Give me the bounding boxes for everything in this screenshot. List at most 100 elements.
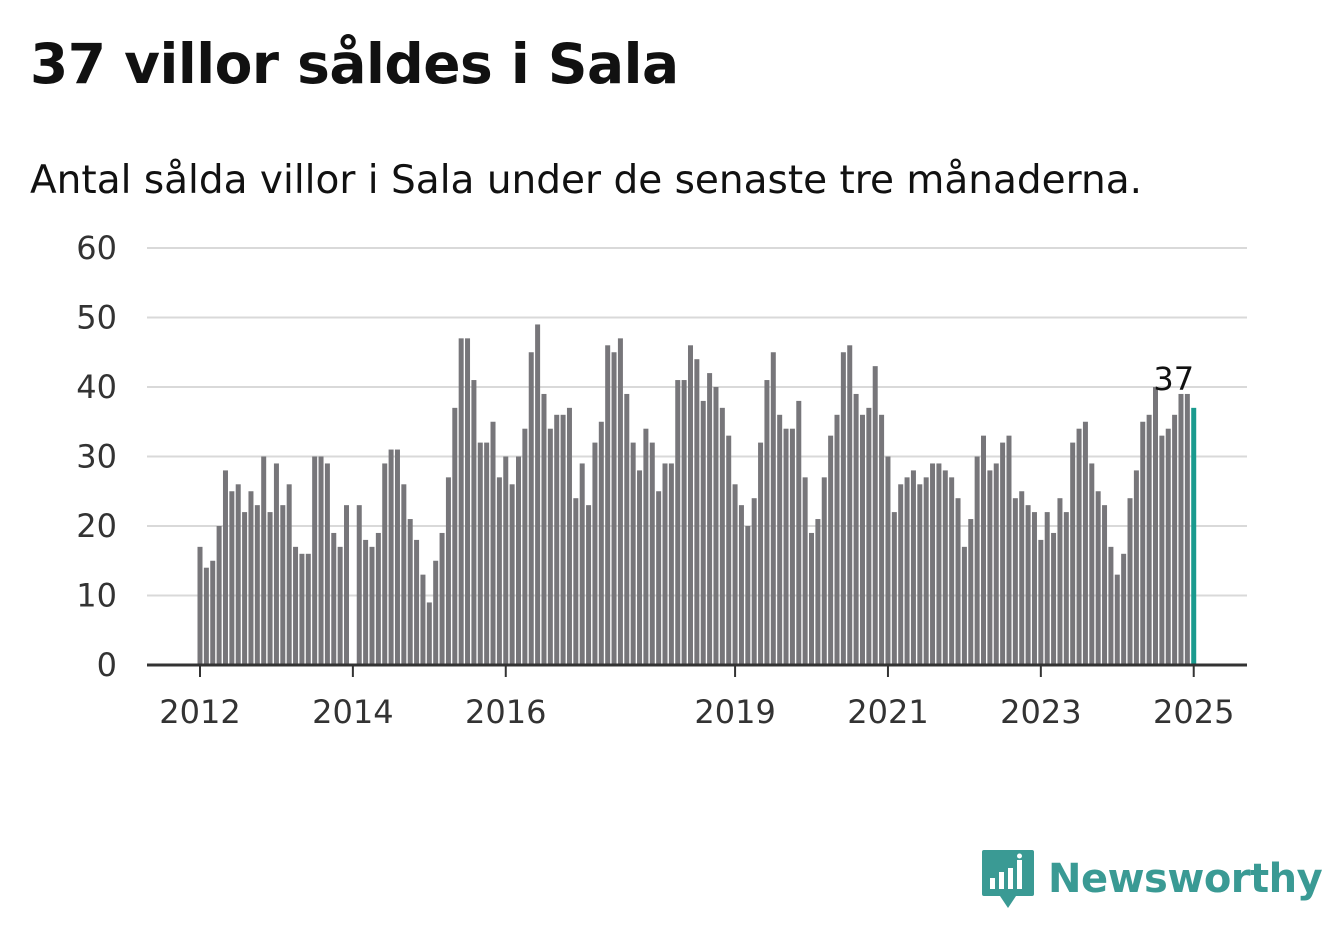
bar (592, 442, 598, 665)
bar (930, 463, 936, 665)
bar (758, 442, 764, 665)
bar (942, 470, 948, 665)
bar (1172, 414, 1178, 665)
bar (707, 373, 713, 665)
bar (522, 428, 528, 665)
bar (203, 567, 209, 665)
bar (885, 456, 891, 665)
bar (401, 484, 407, 665)
bar (324, 463, 330, 665)
bar (789, 428, 795, 665)
bar (611, 352, 617, 665)
bar (974, 456, 980, 665)
bar (949, 477, 955, 665)
y-tick-label: 40 (76, 368, 117, 406)
bar (675, 380, 681, 665)
bar (898, 484, 904, 665)
bar (681, 380, 687, 665)
chart-subtitle: Antal sålda villor i Sala under de senas… (30, 158, 1142, 203)
bar (1082, 421, 1088, 665)
bar (840, 352, 846, 665)
bar (1095, 491, 1101, 665)
bar (280, 505, 286, 665)
y-tick-label: 30 (76, 438, 117, 476)
bar (382, 463, 388, 665)
bar (222, 470, 228, 665)
bar (573, 498, 579, 665)
bar (1140, 421, 1146, 665)
bar (516, 456, 521, 665)
bar (197, 546, 203, 665)
bar (394, 449, 400, 665)
bar (904, 477, 910, 665)
bar (356, 505, 362, 665)
bar (1057, 498, 1063, 665)
bar (809, 532, 815, 665)
x-tick-label: 2016 (465, 693, 546, 731)
bar (1121, 553, 1127, 665)
bar (738, 505, 744, 665)
bar (458, 338, 464, 665)
bar (917, 484, 923, 665)
bar (1178, 393, 1184, 665)
bar (254, 505, 260, 665)
bar (687, 345, 693, 665)
y-tick-label: 10 (76, 577, 117, 615)
bar (961, 546, 967, 665)
bar (465, 338, 471, 665)
bar (1076, 428, 1082, 665)
bar (1012, 498, 1018, 665)
bar (344, 505, 350, 665)
x-tick-label: 2025 (1153, 693, 1234, 731)
highlight-value-label: 37 (1153, 360, 1194, 398)
bar (528, 352, 534, 665)
bar (1108, 546, 1114, 665)
bar (1000, 442, 1006, 665)
bar (783, 428, 789, 665)
bar (414, 539, 420, 665)
bar (968, 519, 974, 665)
bar (624, 393, 630, 665)
x-tick-label: 2014 (312, 693, 393, 731)
bar (566, 407, 572, 665)
bar (299, 553, 305, 665)
bar (267, 512, 273, 665)
bar (987, 470, 993, 665)
bar (649, 442, 655, 665)
bar-chart: 0 10 20 30 40 50 60 2012 2014 2016 2019 2021 2023 202… (76, 229, 1247, 731)
bar (802, 477, 808, 665)
bar (1114, 574, 1120, 665)
y-tick-label: 20 (76, 507, 117, 545)
bar (229, 491, 235, 665)
bar (815, 519, 821, 665)
bar (554, 414, 560, 665)
bars (197, 324, 1197, 665)
bar (993, 463, 999, 665)
bar (617, 338, 623, 665)
bar (1044, 512, 1050, 665)
bar (637, 470, 643, 665)
bar (732, 484, 738, 665)
bar (1025, 505, 1031, 665)
labels: 0 10 20 30 40 50 60 2012 2014 2016 2019 2021 2023 202… (76, 229, 1234, 731)
bar (273, 463, 279, 665)
bar (910, 470, 916, 665)
bar (770, 352, 776, 665)
bar (1184, 393, 1190, 665)
bar (1153, 387, 1158, 665)
bar (369, 546, 375, 665)
bar (312, 456, 318, 665)
bar (726, 435, 732, 665)
bar (847, 345, 853, 665)
y-tick-label: 50 (76, 299, 117, 337)
bar (859, 414, 865, 665)
bar (1019, 491, 1025, 665)
bar (248, 491, 254, 665)
bar (1038, 539, 1044, 665)
bar (541, 393, 547, 665)
bar (509, 484, 515, 665)
bar (547, 428, 553, 665)
bar (293, 546, 299, 665)
brand-name: Newsworthy (1048, 856, 1322, 902)
bar (821, 477, 827, 665)
